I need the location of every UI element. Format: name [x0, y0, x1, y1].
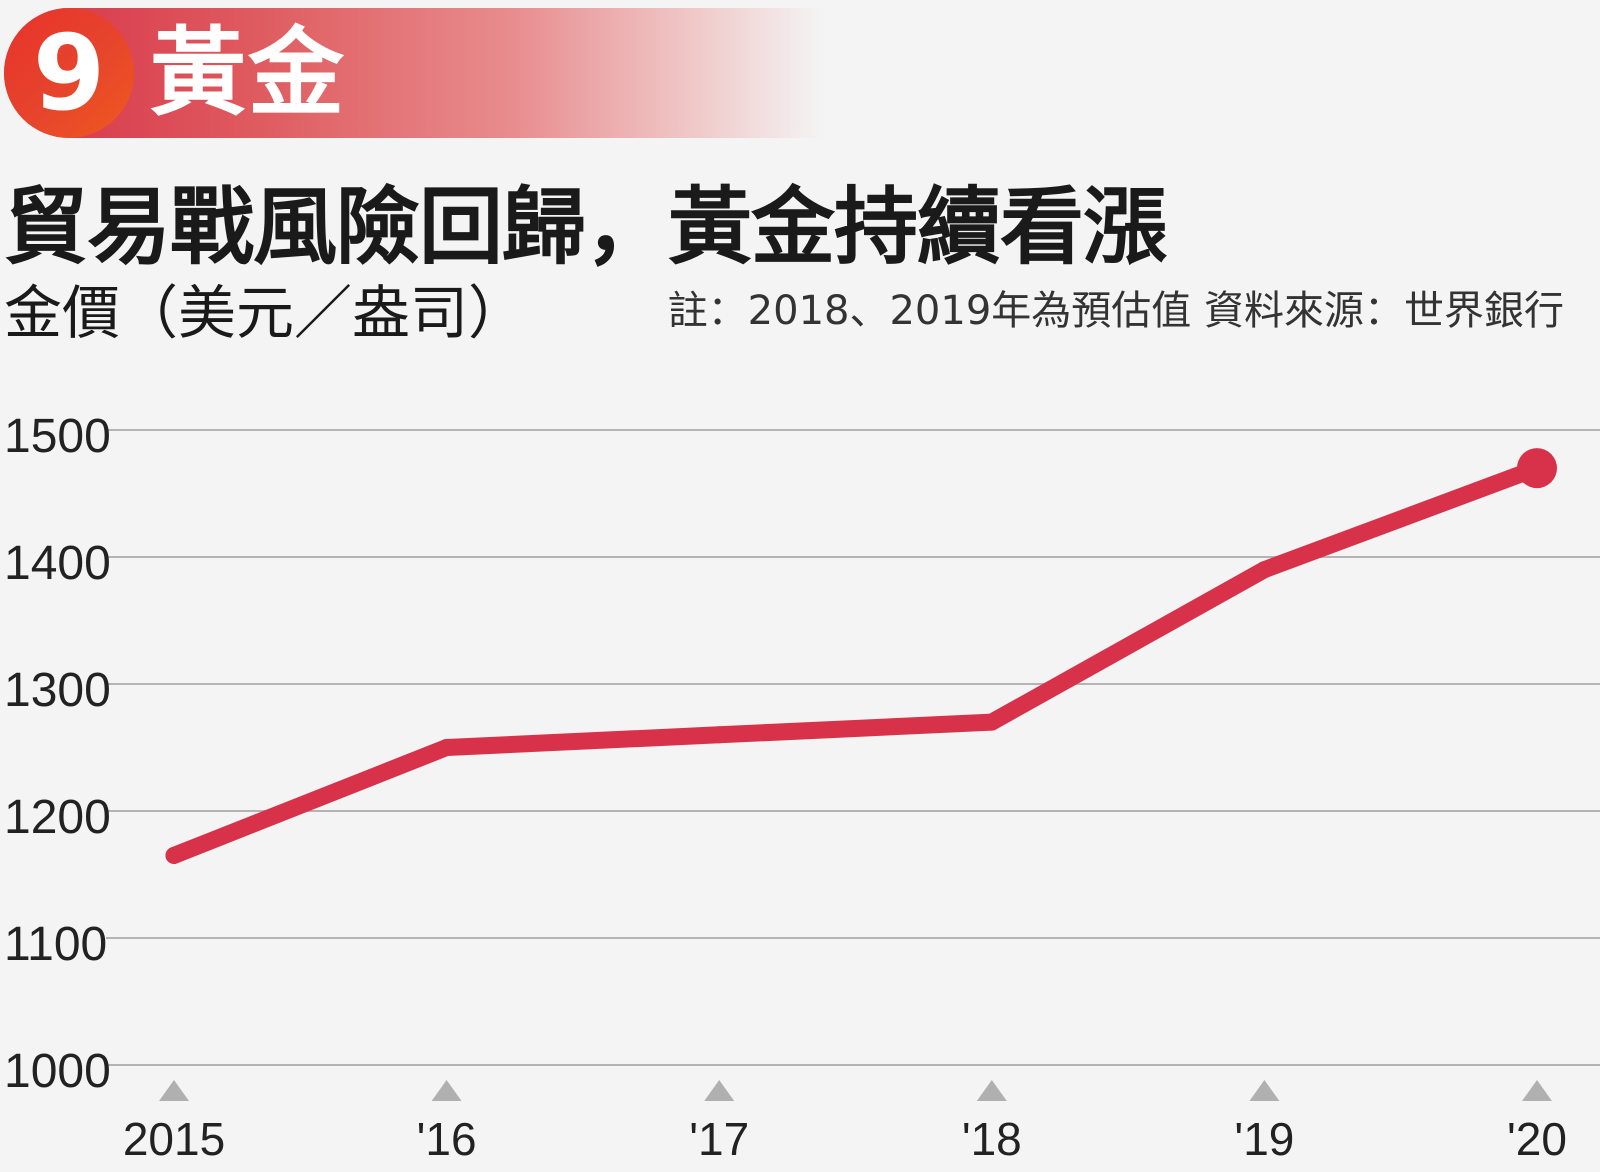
x-tick-marker [1249, 1080, 1280, 1101]
x-tick-label: '19 [1234, 1113, 1294, 1165]
y-tick-label: 1300 [4, 664, 111, 717]
x-tick-label: '20 [1507, 1113, 1567, 1165]
x-tick-label: '17 [689, 1113, 749, 1165]
y-tick-label: 1100 [4, 918, 107, 971]
y-tick-label: 1500 [4, 410, 111, 463]
section-title: 黃金 [150, 17, 346, 129]
y-axis-ticks: 1500 1400 1300 1200 1100 1000 [4, 410, 111, 1098]
y-tick-label: 1000 [4, 1045, 111, 1098]
grid-lines [106, 429, 1600, 1066]
series-line [165, 459, 1546, 864]
x-tick-label: '18 [962, 1113, 1022, 1165]
y-axis-unit-label: 金價（美元／盎司） [4, 279, 527, 347]
x-tick-marker [159, 1080, 189, 1101]
data-point [983, 713, 1001, 731]
series-endpoint-marker [1517, 448, 1557, 489]
data-point [165, 846, 183, 864]
x-tick-label: '16 [417, 1113, 477, 1165]
x-axis-ticks: 2015 '16 '17 '18 '19 '20 [123, 1080, 1567, 1165]
section-banner [4, 8, 824, 138]
data-point [710, 726, 728, 744]
y-tick-label: 1200 [4, 791, 111, 844]
source-note: 註：2018、2019年為預估值 資料來源：世界銀行 [667, 288, 1564, 334]
x-tick-marker [976, 1080, 1007, 1101]
section-number-badge: 9 [4, 8, 134, 138]
x-tick-marker [704, 1080, 735, 1101]
data-point [1255, 561, 1273, 579]
chart-headline: 貿易戰風險回歸，黃金持續看漲 [4, 178, 1167, 276]
y-tick-label: 1400 [4, 537, 111, 590]
data-point [438, 739, 456, 756]
x-tick-label: 2015 [123, 1113, 225, 1165]
series-layer [165, 448, 1557, 864]
x-tick-marker [1522, 1080, 1552, 1101]
x-tick-marker [431, 1080, 462, 1101]
